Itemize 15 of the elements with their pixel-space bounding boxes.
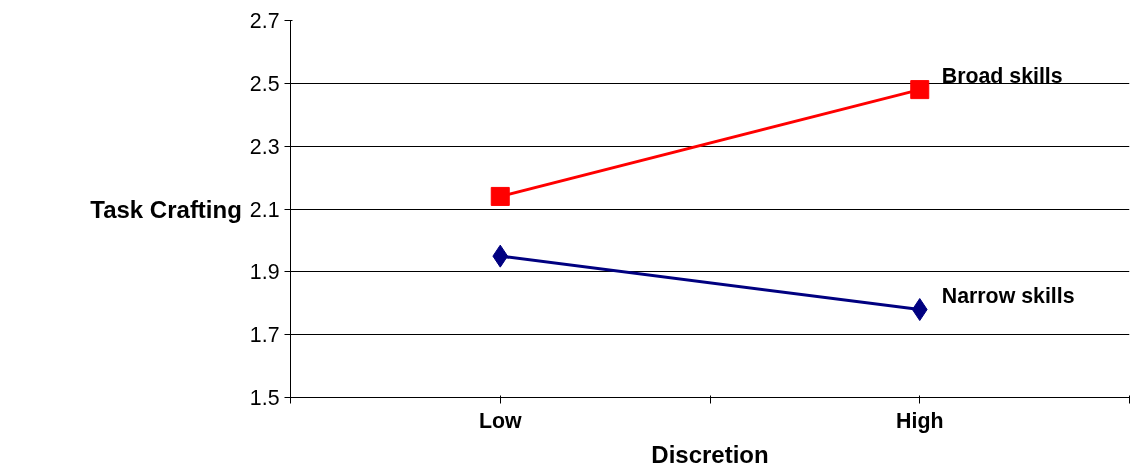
y-tick-label: 2.3 [249, 134, 280, 159]
y-tick-label: 1.9 [249, 260, 280, 285]
point [910, 80, 930, 100]
y-tick-label: 1.5 [249, 386, 280, 410]
x-tick-label: Low [478, 408, 522, 433]
y-axis-title: Task Crafting [90, 195, 242, 223]
y-tick-label: 2.5 [249, 71, 280, 96]
y-tick-label: 1.7 [249, 323, 280, 348]
series-label: Narrow skills [941, 283, 1075, 308]
y-tick-label: 2.7 [249, 9, 280, 33]
x-axis-title: Discretion [651, 440, 769, 468]
x-tick-label: High [896, 408, 944, 433]
series-label: Broad skills [941, 63, 1063, 88]
point [490, 186, 510, 206]
y-tick-label: 2.1 [249, 197, 280, 222]
